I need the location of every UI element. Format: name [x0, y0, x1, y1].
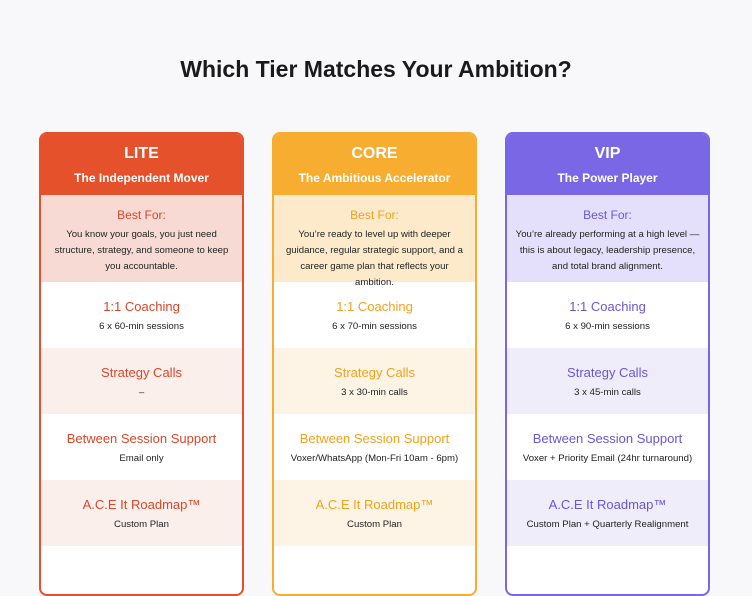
feature-title: 1:1 Coaching [569, 299, 646, 314]
tier-subtitle: The Ambitious Accelerator [298, 171, 451, 185]
feature-detail: Email only [119, 453, 164, 464]
feature-detail: 6 x 90-min sessions [565, 321, 650, 332]
feature-detail: – [138, 387, 145, 398]
feature-title: Between Session Support [532, 431, 683, 446]
best-for: Best For: You’re ready to level up with d… [274, 195, 475, 288]
feature-row: A.C.E It Roadmap™ Custom Plan [274, 480, 475, 546]
best-for-label: Best For: [350, 208, 399, 222]
feature-row: Between Session Support Email only [41, 414, 242, 480]
feature-title: Strategy Calls [101, 365, 182, 380]
best-for-text: You’re ready to level up with deeper gui… [285, 229, 464, 288]
feature-detail: Custom Plan + Quarterly Realignment [526, 519, 689, 530]
tier-name: LITE [124, 145, 159, 162]
feature-row: A.C.E It Roadmap™ Custom Plan + Quarterly… [507, 480, 708, 546]
tier-name: VIP [594, 145, 621, 162]
feature-row: 1:1 Coaching 6 x 70-min sessions [274, 282, 475, 348]
best-for-text: You know your goals, you just need struc… [54, 229, 229, 272]
feature-detail: 6 x 70-min sessions [332, 321, 417, 332]
feature-row: Strategy Calls 3 x 45-min calls [507, 348, 708, 414]
tier-header: LITE The Independent Mover [41, 134, 242, 195]
tier-subtitle: The Independent Mover [74, 171, 209, 185]
feature-title: 1:1 Coaching [336, 299, 413, 314]
feature-row: 1:1 Coaching 6 x 60-min sessions [41, 282, 242, 348]
feature-title: A.C.E It Roadmap™ [82, 497, 201, 512]
best-for-label: Best For: [117, 208, 166, 222]
best-for-label: Best For: [583, 208, 632, 222]
feature-row: Between Session Support Voxer/WhatsApp (M… [274, 414, 475, 480]
feature-title: Between Session Support [66, 431, 217, 446]
feature-row: 1:1 Coaching 6 x 90-min sessions [507, 282, 708, 348]
feature-detail: 6 x 60-min sessions [99, 321, 184, 332]
feature-row: Strategy Calls 3 x 30-min calls [274, 348, 475, 414]
tier-card: VIP The Power Player Best For: You’re alrea… [505, 132, 710, 596]
page-title: Which Tier Matches Your Ambition? [180, 56, 572, 82]
feature-detail: Voxer/WhatsApp (Mon-Fri 10am - 6pm) [290, 453, 459, 464]
best-for: Best For: You’re already performing at a … [507, 195, 708, 282]
tier-card: LITE The Independent Mover Best For: You kn… [39, 132, 244, 596]
tier-subtitle: The Power Player [557, 171, 658, 185]
feature-row: Between Session Support Voxer + Priority … [507, 414, 708, 480]
feature-detail: Voxer + Priority Email (24hr turnaround) [522, 453, 693, 464]
feature-title: 1:1 Coaching [103, 299, 180, 314]
feature-title: Strategy Calls [334, 365, 415, 380]
feature-detail: Custom Plan [347, 519, 402, 530]
tier-card: CORE The Ambitious Accelerator Best For: Yo… [272, 132, 477, 596]
tier-name: CORE [351, 145, 398, 162]
feature-detail: 3 x 30-min calls [341, 387, 408, 398]
feature-detail: Custom Plan [114, 519, 169, 530]
best-for: Best For: You know your goals, you just n… [41, 195, 242, 282]
feature-row: A.C.E It Roadmap™ Custom Plan [41, 480, 242, 546]
feature-row: Strategy Calls – [41, 348, 242, 414]
feature-title: Between Session Support [299, 431, 450, 446]
tier-header: VIP The Power Player [507, 134, 708, 195]
feature-title: A.C.E It Roadmap™ [548, 497, 667, 512]
page: Which Tier Matches Your Ambition? LITE Th… [39, 56, 710, 596]
best-for-text: You’re already performing at a high leve… [515, 229, 700, 272]
feature-detail: 3 x 45-min calls [574, 387, 641, 398]
tier-header: CORE The Ambitious Accelerator [274, 134, 475, 195]
feature-title: A.C.E It Roadmap™ [315, 497, 434, 512]
feature-title: Strategy Calls [567, 365, 648, 380]
